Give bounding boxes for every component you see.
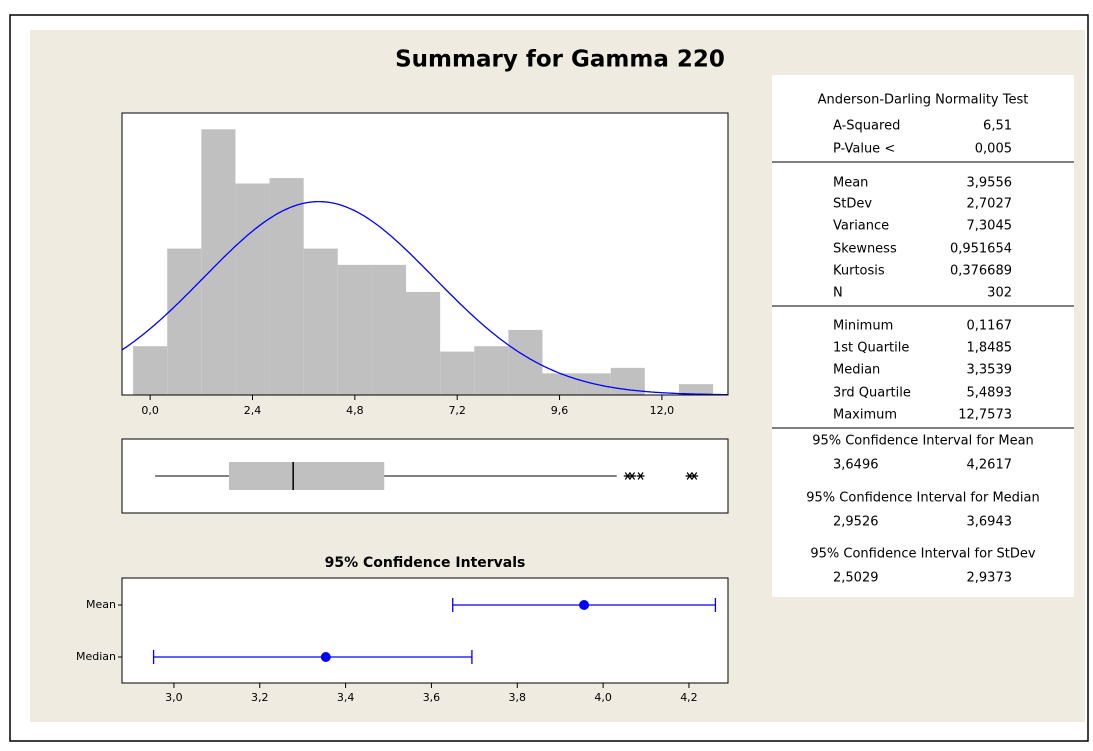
stat-value: 2,7027: [967, 197, 1013, 212]
y-tick-label: Mean: [86, 598, 116, 611]
stat-value: 0,951654: [950, 242, 1012, 257]
interval-upper: 2,9373: [967, 571, 1013, 586]
histogram-frame-line: [121, 112, 729, 396]
outlier: [636, 472, 645, 480]
stat-label: Minimum: [833, 319, 893, 334]
stat-label: N: [833, 286, 843, 301]
outlier: [628, 472, 637, 480]
stat-label: Median: [833, 363, 880, 378]
stat-label: Maximum: [833, 408, 897, 423]
histogram-bar: [235, 183, 270, 395]
interval-upper: 4,2617: [967, 458, 1013, 473]
x-tick-label: 0,0: [141, 404, 159, 417]
box: [228, 462, 385, 490]
x-tick-label: 3,8: [509, 691, 527, 704]
stat-value: 3,3539: [967, 363, 1013, 378]
stat-value: 7,3045: [967, 219, 1013, 234]
x-tick-label: 3,4: [337, 691, 355, 704]
x-tick-label: 2,4: [244, 404, 262, 417]
x-tick-label: 12,0: [650, 404, 675, 417]
stat-label: Variance: [833, 219, 889, 234]
stat-label: StDev: [833, 197, 872, 212]
interval-lower: 2,9526: [833, 515, 879, 530]
stat-label: P-Value <: [833, 142, 895, 157]
interval-heading: 95% Confidence Interval for Mean: [812, 434, 1034, 449]
interval-heading: 95% Confidence Interval for Median: [806, 491, 1039, 506]
stat-value: 0,005: [975, 142, 1012, 157]
stat-label: Mean: [833, 176, 868, 191]
x-tick-label: 4,0: [594, 691, 612, 704]
x-tick-label: 4,2: [680, 691, 698, 704]
stats-panel: [772, 75, 1074, 597]
title: Summary for Gamma 220: [395, 47, 725, 73]
x-tick-label: 9,6: [551, 404, 569, 417]
histogram-bar: [167, 248, 202, 395]
outlier: [690, 472, 699, 480]
x-tick-label: 3,2: [251, 691, 269, 704]
point-estimate: [579, 600, 590, 610]
histogram-bar: [474, 346, 509, 395]
histogram-bar: [542, 373, 577, 395]
histogram-bar: [337, 264, 372, 395]
stat-value: 302: [987, 286, 1012, 301]
ci-frame: [121, 577, 729, 684]
interval-lower: 3,6496: [833, 458, 879, 473]
histogram-bar: [440, 351, 475, 395]
histogram-bar: [269, 178, 304, 395]
histogram-bar: [406, 291, 441, 395]
histogram-bar: [303, 248, 338, 395]
stat-value: 12,7573: [958, 408, 1012, 423]
x-tick-label: 4,8: [346, 404, 364, 417]
histogram-bar: [678, 384, 714, 395]
histogram-bar: [371, 264, 407, 395]
stat-value: 5,4893: [967, 386, 1013, 401]
table-heading: Anderson-Darling Normality Test: [818, 93, 1029, 108]
stat-label: Kurtosis: [833, 264, 885, 279]
histogram-bar: [133, 346, 168, 395]
stat-value: 0,1167: [967, 319, 1013, 334]
x-tick-label: 3,0: [165, 691, 183, 704]
stat-value: 1,8485: [967, 341, 1013, 356]
normal-fit-curve: [121, 200, 728, 396]
stat-value: 6,51: [983, 119, 1012, 134]
confidence-interval: [152, 650, 473, 664]
x-tick-label: 7,2: [448, 404, 466, 417]
stat-label: Skewness: [833, 242, 897, 257]
stat-value: 3,9556: [967, 176, 1013, 191]
interval-upper: 3,6943: [967, 515, 1013, 530]
stat-value: 0,376689: [950, 264, 1012, 279]
stat-label: A-Squared: [833, 119, 900, 134]
ci-title: 95% Confidence Intervals: [325, 555, 526, 571]
y-tick-label: Median: [76, 650, 116, 663]
x-tick-label: 3,6: [423, 691, 441, 704]
interval-heading: 95% Confidence Interval for StDev: [810, 547, 1036, 562]
stat-label: 3rd Quartile: [833, 386, 911, 401]
point-estimate: [320, 652, 331, 662]
interval-lower: 2,5029: [833, 571, 879, 586]
stat-label: 1st Quartile: [833, 341, 909, 356]
